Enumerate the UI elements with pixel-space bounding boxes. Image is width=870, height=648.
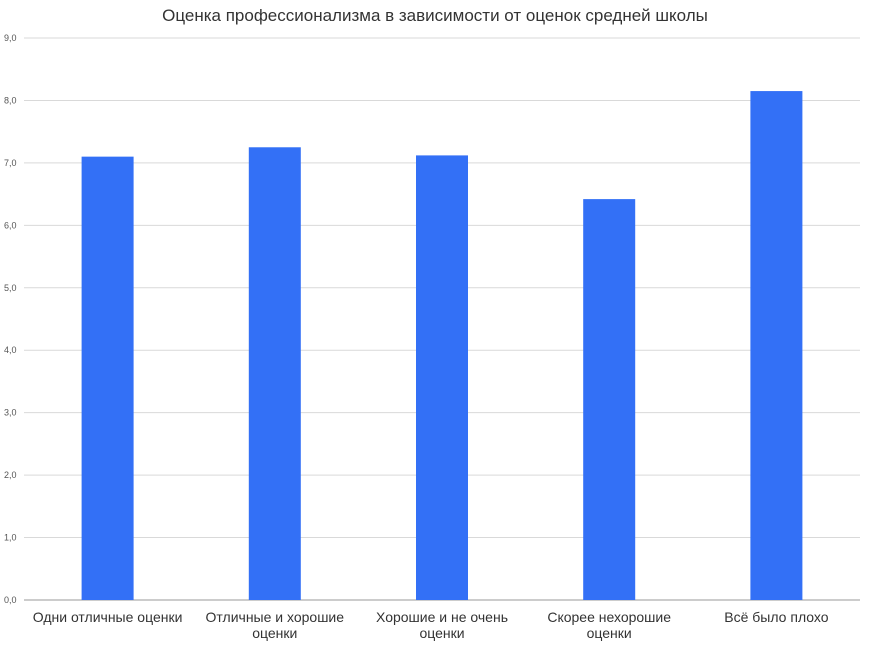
x-category-label: Отличные и хорошие: [206, 609, 345, 625]
x-category-label: оценки: [587, 625, 632, 641]
x-category-label: Одни отличные оценки: [33, 609, 183, 625]
y-tick-label: 4,0: [4, 345, 17, 355]
x-category-label: оценки: [252, 625, 297, 641]
y-tick-label: 9,0: [4, 33, 17, 43]
bar: [81, 156, 134, 600]
y-axis-tick-labels: 0,0 1,0 2,0 3,0 4,0 5,0 6,0 7,0 8,0 9,0: [4, 33, 17, 605]
bars: [81, 91, 803, 601]
chart-title: Оценка профессионализма в зависимости от…: [162, 6, 708, 25]
y-tick-label: 7,0: [4, 158, 17, 168]
bar: [583, 199, 636, 600]
x-category-label: Всё было плохо: [724, 609, 828, 625]
x-category-label: оценки: [419, 625, 464, 641]
bar: [248, 147, 301, 600]
y-tick-label: 2,0: [4, 470, 17, 480]
bar: [416, 155, 468, 600]
x-category-label: Хорошие и не очень: [376, 609, 508, 625]
y-tick-label: 5,0: [4, 283, 17, 293]
y-tick-label: 6,0: [4, 220, 17, 230]
y-tick-label: 3,0: [4, 408, 17, 418]
y-tick-label: 0,0: [4, 595, 17, 605]
y-tick-label: 8,0: [4, 95, 17, 105]
x-category-label: Скорее нехорошие: [547, 609, 671, 625]
bar: [750, 91, 803, 601]
x-axis-category-labels: Одни отличные оценки Отличные и хорошиеоц…: [33, 609, 829, 641]
y-tick-label: 1,0: [4, 533, 17, 543]
